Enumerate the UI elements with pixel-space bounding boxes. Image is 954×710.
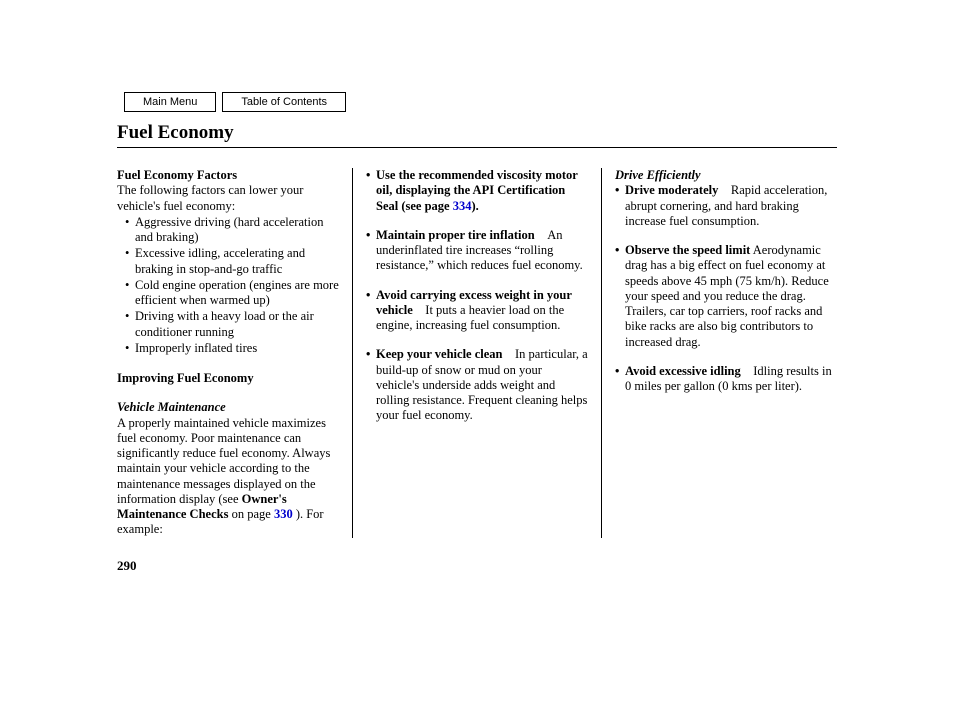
main-menu-button[interactable]: Main Menu — [124, 92, 216, 112]
factors-list: Aggressive driving (hard acceleration an… — [117, 215, 339, 356]
column-separator-2 — [601, 168, 602, 538]
title-rule — [117, 147, 837, 148]
col2-list: Use the recommended viscosity motor oil,… — [366, 168, 588, 424]
drive-efficiently-heading: Drive Efficiently — [615, 168, 837, 183]
col3-list: Drive moderately Rapid acceleration, abr… — [615, 183, 837, 394]
col3-item: Drive moderately Rapid acceleration, abr… — [615, 183, 837, 229]
col2-item: Avoid carrying excess weight in your veh… — [366, 288, 588, 334]
improving-heading: Improving Fuel Economy — [117, 371, 339, 386]
page-link-334[interactable]: 334 — [453, 199, 472, 213]
factors-item: Driving with a heavy load or the air con… — [125, 309, 339, 340]
toc-button[interactable]: Table of Contents — [222, 92, 346, 112]
col2-lead: Maintain proper tire inflation — [376, 228, 535, 242]
col3-item: Observe the speed limit Aerodynamic drag… — [615, 243, 837, 350]
factors-intro: The following factors can lower your veh… — [117, 183, 339, 214]
col2-lead: Keep your vehicle clean — [376, 347, 502, 361]
page-number: 290 — [117, 558, 137, 574]
column-separator-1 — [352, 168, 353, 538]
page-title: Fuel Economy — [117, 122, 234, 144]
manual-page: Main Menu Table of Contents Fuel Economy… — [0, 0, 954, 710]
col3-lead: Avoid excessive idling — [625, 364, 741, 378]
col3-item: Avoid excessive idling Idling results in… — [615, 364, 837, 395]
column-1: Fuel Economy Factors The following facto… — [117, 168, 339, 538]
column-2: Use the recommended viscosity motor oil,… — [366, 168, 588, 538]
factors-item: Improperly inflated tires — [125, 341, 339, 356]
columns: Fuel Economy Factors The following facto… — [117, 168, 837, 538]
column-3: Drive Efficiently Drive moderately Rapid… — [615, 168, 837, 538]
col2-item: Maintain proper tire inflation An underi… — [366, 228, 588, 274]
col3-lead: Drive moderately — [625, 183, 718, 197]
col3-lead: Observe the speed limit — [625, 243, 750, 257]
factors-item: Cold engine operation (engines are more … — [125, 278, 339, 309]
nav-bar: Main Menu Table of Contents — [124, 92, 346, 112]
factors-heading: Fuel Economy Factors — [117, 168, 339, 183]
col2-item: Use the recommended viscosity motor oil,… — [366, 168, 588, 214]
factors-item: Excessive idling, accelerating and braki… — [125, 246, 339, 277]
page-link-330[interactable]: 330 — [274, 507, 293, 521]
factors-item: Aggressive driving (hard acceleration an… — [125, 215, 339, 246]
maintenance-body: A properly maintained vehicle maximizes … — [117, 416, 339, 538]
maintenance-heading: Vehicle Maintenance — [117, 400, 339, 415]
maintenance-text-2: on page — [228, 507, 273, 521]
col2-item: Keep your vehicle clean In particular, a… — [366, 347, 588, 423]
col2-lead-after: ). — [471, 199, 478, 213]
col3-rest: Aerodynamic drag has a big effect on fue… — [625, 243, 829, 349]
maintenance-text-1: A properly maintained vehicle maximizes … — [117, 416, 330, 506]
